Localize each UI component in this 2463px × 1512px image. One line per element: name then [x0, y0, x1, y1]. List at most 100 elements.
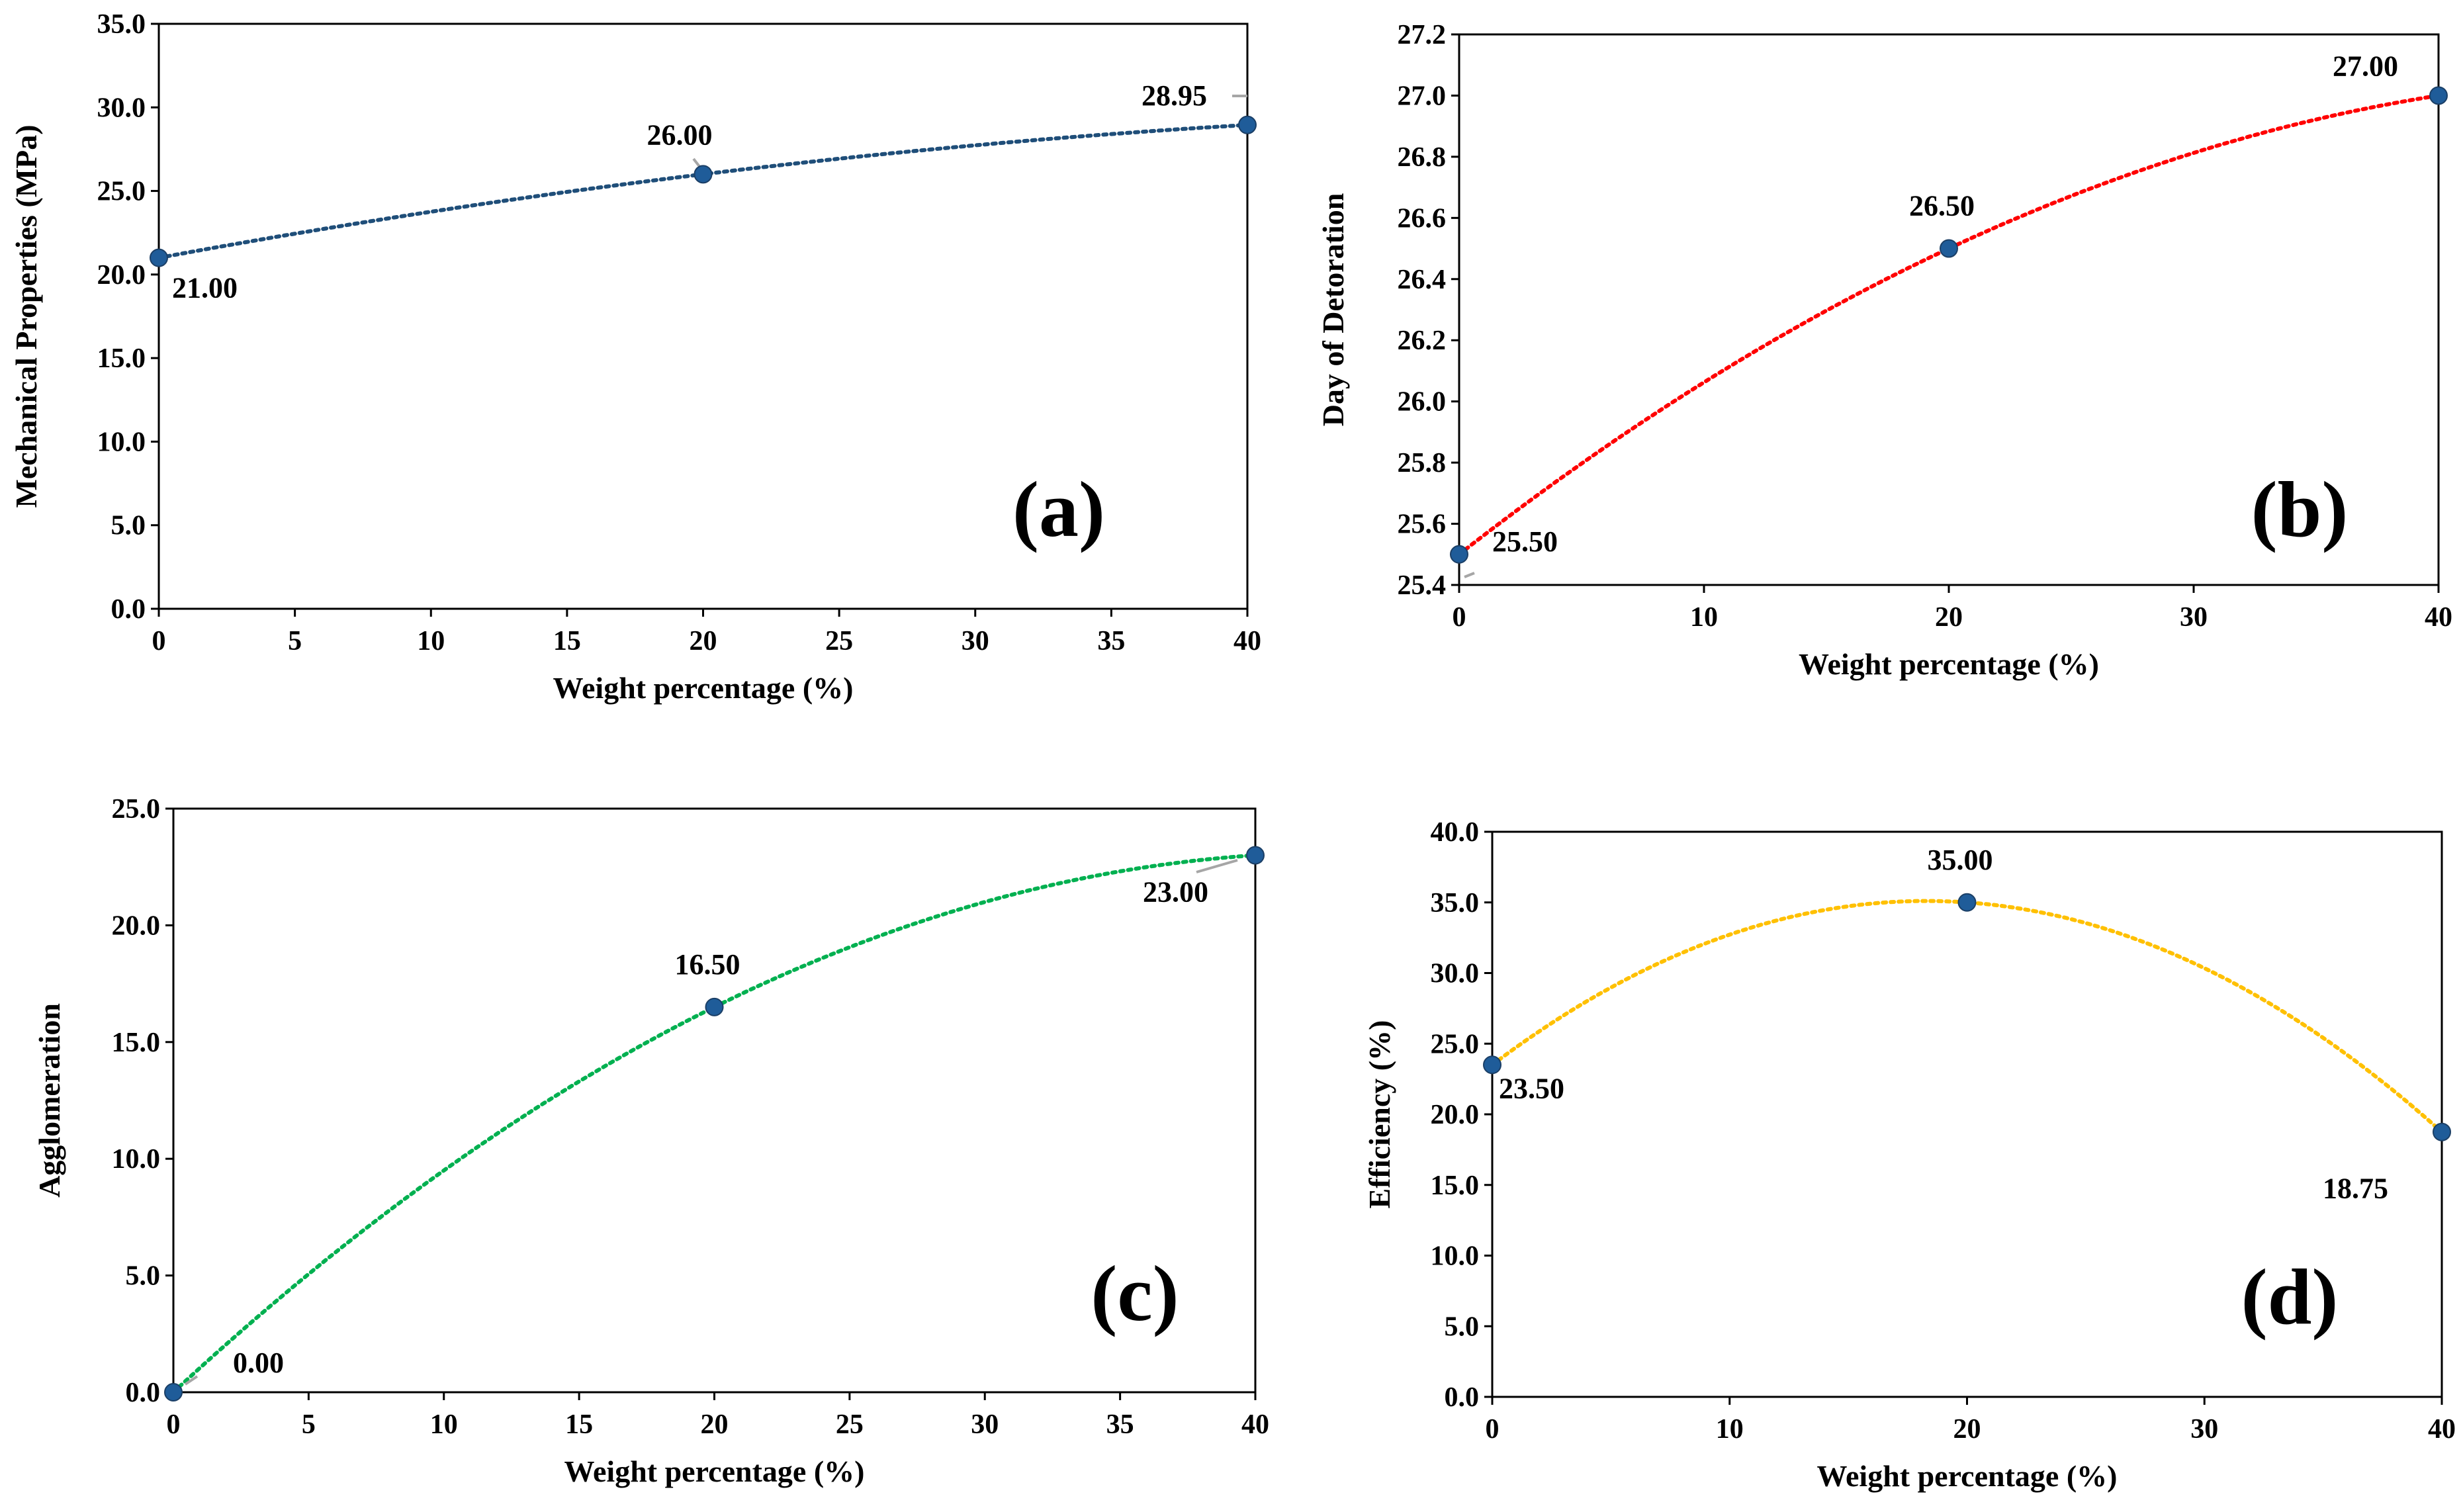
x-tick-label: 30 [971, 1409, 999, 1440]
y-tick-label: 35.0 [1431, 888, 1480, 918]
x-tick-label: 0 [1486, 1414, 1500, 1445]
x-tick-label: 30 [2190, 1414, 2218, 1445]
x-tick-label: 5 [302, 1409, 316, 1440]
x-tick-label: 20 [1953, 1414, 1981, 1445]
data-label-leader-line [1464, 572, 1475, 578]
x-axis-title: Weight percentage (%) [1799, 647, 2099, 681]
panel-label: (a) [1012, 465, 1105, 553]
x-tick-label: 20 [690, 626, 717, 656]
data-label: 28.95 [1142, 79, 1207, 112]
x-tick-label: 35 [1097, 626, 1125, 656]
y-tick-label: 26.8 [1398, 142, 1447, 173]
chart-panel-b: 0 10 20 30 40 25.4 25.6 25.8 26.0 26.2 26.4 26.6 26.… [1316, 20, 2452, 681]
x-tick-label: 25 [836, 1409, 864, 1440]
x-tick-label: 20 [1935, 602, 1963, 633]
x-tick-label: 20 [701, 1409, 729, 1440]
y-tick-label: 25.0 [1431, 1029, 1480, 1059]
chart-panel-c: 0 5 10 15 20 25 30 35 40 0.0 5.0 10.0 15.0 20.0 25.0 We… [32, 794, 1269, 1488]
y-tick-label: 27.0 [1398, 81, 1447, 111]
data-point-marker [2429, 86, 2448, 105]
x-axis-title: Weight percentage (%) [1817, 1459, 2118, 1493]
data-point-marker [1940, 239, 1958, 258]
y-tick-label: 0.0 [126, 1378, 161, 1408]
y-tick-label: 15.0 [97, 343, 146, 374]
x-tick-label: 0 [167, 1409, 181, 1440]
x-tick-label: 40 [2425, 602, 2452, 633]
data-point-marker [150, 248, 168, 267]
y-tick-label: 20.0 [112, 911, 161, 941]
x-tick-label: 10 [1716, 1414, 1744, 1445]
y-axis-title: Efficiency (%) [1363, 1020, 1396, 1209]
chart-panel-a: 0 5 10 15 20 25 30 35 40 0.0 5.0 10.0 15.0 20.0 25.0 30… [9, 9, 1261, 705]
data-label: 26.50 [1909, 190, 1975, 222]
data-point-marker [1238, 115, 1257, 134]
y-tick-label: 5.0 [111, 511, 146, 541]
y-tick-label: 26.6 [1398, 203, 1447, 234]
x-tick-label: 30 [962, 626, 989, 656]
panel-label: (c) [1091, 1249, 1179, 1337]
y-tick-label: 10.0 [1431, 1241, 1480, 1272]
x-axis-title: Weight percentage (%) [564, 1454, 865, 1488]
data-point-marker [694, 165, 713, 184]
y-tick-label: 30.0 [1431, 959, 1480, 989]
y-tick-label: 20.0 [97, 260, 146, 290]
y-tick-label: 15.0 [112, 1028, 161, 1058]
x-tick-label: 15 [565, 1409, 593, 1440]
y-tick-label: 25.0 [112, 794, 161, 824]
x-tick-label: 35 [1106, 1409, 1134, 1440]
y-tick-label: 5.0 [1445, 1312, 1480, 1342]
y-tick-label: 10.0 [97, 427, 146, 457]
data-point-marker [1450, 545, 1468, 564]
data-label: 18.75 [2323, 1173, 2388, 1205]
y-tick-label: 25.4 [1398, 570, 1447, 601]
y-axis-title: Agglomeration [32, 1003, 66, 1198]
data-point-marker [1246, 846, 1265, 865]
data-point-marker [705, 997, 724, 1016]
data-label: 0.00 [233, 1347, 284, 1379]
data-point-marker [1483, 1055, 1501, 1075]
y-tick-label: 35.0 [97, 9, 146, 40]
x-tick-label: 40 [1233, 626, 1261, 656]
y-axis-title: Mechanical Properties (MPa) [9, 124, 43, 508]
data-label: 25.50 [1492, 525, 1558, 558]
x-tick-label: 10 [417, 626, 445, 656]
x-tick-label: 0 [1453, 602, 1466, 633]
data-label: 27.00 [2333, 50, 2398, 82]
x-tick-label: 40 [2428, 1414, 2456, 1445]
y-tick-label: 25.6 [1398, 510, 1447, 540]
data-label: 35.00 [1928, 844, 1993, 876]
x-tick-label: 10 [430, 1409, 458, 1440]
y-tick-label: 15.0 [1431, 1171, 1480, 1201]
x-tick-label: 0 [152, 626, 166, 656]
data-label-leader-line [1196, 859, 1238, 873]
chart-panel-d: 0 10 20 30 40 0.0 5.0 10.0 15.0 20.0 25.0 30.0 35.0 4… [1363, 817, 2456, 1493]
data-label-leader-line [184, 1375, 199, 1386]
x-tick-label: 40 [1241, 1409, 1269, 1440]
panel-label: (b) [2251, 465, 2349, 553]
y-tick-label: 20.0 [1431, 1100, 1480, 1130]
y-tick-label: 27.2 [1398, 20, 1447, 50]
y-tick-label: 26.4 [1398, 265, 1447, 295]
y-tick-label: 40.0 [1431, 817, 1480, 848]
y-tick-label: 30.0 [97, 93, 146, 123]
data-label: 23.00 [1143, 876, 1208, 909]
y-tick-label: 26.2 [1398, 326, 1447, 356]
data-label: 26.00 [647, 118, 713, 151]
x-axis-title: Weight percentage (%) [553, 671, 854, 705]
data-label: 23.50 [1499, 1072, 1564, 1104]
panel-label: (d) [2241, 1253, 2339, 1341]
x-tick-label: 30 [2180, 602, 2208, 633]
x-tick-label: 10 [1690, 602, 1718, 633]
x-tick-label: 15 [553, 626, 581, 656]
y-tick-label: 26.0 [1398, 387, 1447, 418]
x-tick-label: 25 [825, 626, 853, 656]
data-point-marker [1957, 893, 1977, 912]
y-tick-label: 0.0 [1445, 1382, 1480, 1413]
data-point-marker [164, 1383, 183, 1401]
data-point-marker [2433, 1122, 2451, 1141]
y-tick-label: 5.0 [126, 1261, 161, 1292]
x-tick-label: 5 [288, 626, 302, 656]
data-label: 16.50 [675, 948, 740, 981]
y-tick-label: 25.0 [97, 177, 146, 207]
